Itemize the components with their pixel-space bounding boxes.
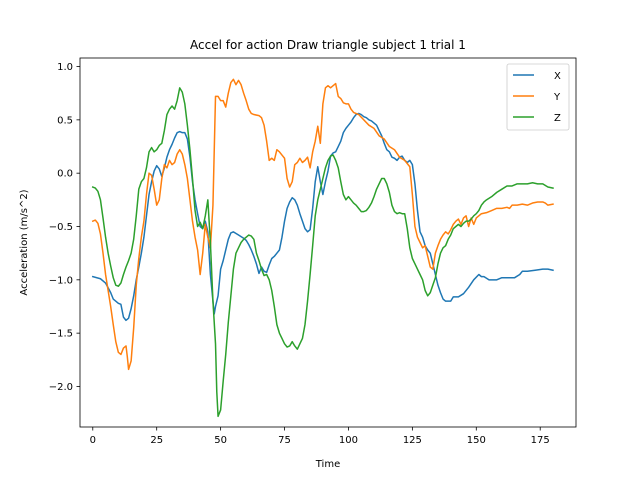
x-axis-ticks: 0 25 50 75 100 125 150 175 — [90, 427, 550, 446]
series-line-z — [91, 87, 554, 418]
x-tick-label: 100 — [339, 435, 358, 446]
axes-frame — [79, 57, 577, 428]
legend-label-z: Z — [554, 113, 561, 124]
series-line-x — [91, 112, 554, 322]
x-tick-label: 0 — [90, 435, 96, 446]
x-axis-label: Time — [315, 459, 340, 470]
series-layer — [91, 78, 554, 418]
legend-label-y: Y — [553, 92, 561, 103]
y-tick-label: −1.5 — [49, 329, 73, 340]
legend-box — [506, 63, 570, 131]
y-tick-label: 1.0 — [57, 62, 73, 73]
y-axis-label: Acceleration (m/s^2) — [19, 189, 30, 295]
legend-label-x: X — [554, 71, 561, 82]
x-tick-label: 50 — [214, 435, 227, 446]
y-tick-label: −2.0 — [49, 382, 73, 393]
x-tick-label: 150 — [467, 435, 486, 446]
y-tick-label: 0.5 — [57, 115, 73, 126]
y-tick-label: 0.0 — [57, 169, 73, 180]
x-tick-label: 75 — [278, 435, 291, 446]
chart-title: Accel for action Draw triangle subject 1… — [190, 38, 466, 52]
x-tick-label: 125 — [403, 435, 422, 446]
x-tick-label: 175 — [531, 435, 550, 446]
y-tick-label: −0.5 — [49, 222, 73, 233]
x-tick-label: 25 — [150, 435, 163, 446]
y-tick-label: −1.0 — [49, 275, 73, 286]
y-axis-ticks: −2.0 −1.5 −1.0 −0.5 0.0 0.5 1.0 — [49, 62, 80, 393]
series-line-y — [91, 78, 554, 371]
legend: XYZ — [506, 63, 570, 131]
